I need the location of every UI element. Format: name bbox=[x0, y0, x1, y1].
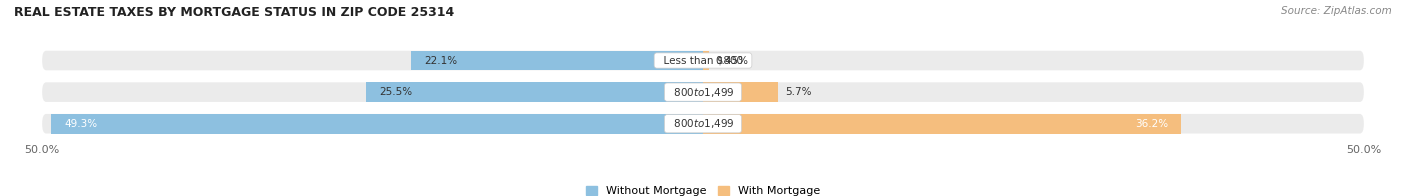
Text: 25.5%: 25.5% bbox=[380, 87, 412, 97]
Text: 22.1%: 22.1% bbox=[425, 55, 457, 65]
Text: Less than $800: Less than $800 bbox=[657, 55, 749, 65]
Text: 5.7%: 5.7% bbox=[785, 87, 811, 97]
Bar bbox=[703, 82, 779, 102]
Text: 36.2%: 36.2% bbox=[1135, 119, 1168, 129]
Text: $800 to $1,499: $800 to $1,499 bbox=[666, 86, 740, 99]
FancyBboxPatch shape bbox=[42, 51, 1364, 70]
Bar bbox=[366, 82, 703, 102]
Bar bbox=[52, 114, 703, 133]
Text: Source: ZipAtlas.com: Source: ZipAtlas.com bbox=[1281, 6, 1392, 16]
Text: 0.45%: 0.45% bbox=[716, 55, 748, 65]
FancyBboxPatch shape bbox=[42, 82, 1364, 102]
Legend: Without Mortgage, With Mortgage: Without Mortgage, With Mortgage bbox=[586, 186, 820, 196]
Text: REAL ESTATE TAXES BY MORTGAGE STATUS IN ZIP CODE 25314: REAL ESTATE TAXES BY MORTGAGE STATUS IN … bbox=[14, 6, 454, 19]
Text: $800 to $1,499: $800 to $1,499 bbox=[666, 117, 740, 130]
Bar bbox=[703, 114, 1181, 133]
Text: 49.3%: 49.3% bbox=[65, 119, 98, 129]
Bar bbox=[703, 51, 709, 70]
Bar bbox=[411, 51, 703, 70]
FancyBboxPatch shape bbox=[42, 114, 1364, 133]
